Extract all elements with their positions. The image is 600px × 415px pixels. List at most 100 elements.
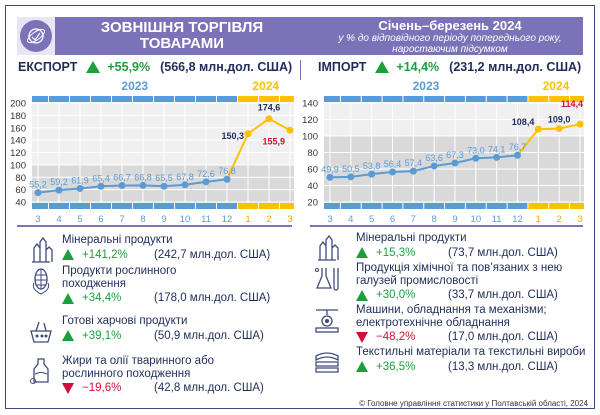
divider: [17, 225, 292, 227]
oil-bottle-icon: [28, 357, 54, 385]
data-label: 150,3: [221, 131, 244, 141]
data-label: 72,6: [197, 169, 215, 179]
x-tick-label: 3: [327, 214, 332, 225]
year-label: 2024: [543, 80, 570, 93]
x-tick-label: 12: [512, 214, 523, 225]
textile-icon: [314, 348, 340, 376]
period-block: Січень–березень 2024 у % до відповідного…: [317, 19, 583, 56]
subtitle: наростаючим підсумком: [392, 44, 508, 55]
data-point: [472, 154, 480, 162]
infographic-frame: [5, 5, 595, 409]
year-band-2024: [237, 96, 294, 102]
data-point: [514, 151, 521, 159]
data-label: 56,4: [384, 159, 402, 169]
import-label: ІМПОРТ: [318, 60, 367, 74]
data-label: 73,0: [467, 145, 485, 155]
series-line-2023: [329, 154, 518, 179]
y-tick-label: 80: [307, 148, 318, 159]
page-title: ЗОВНІШНЯ ТОРГІВЛЯ ТОВАРАМИ: [77, 20, 287, 52]
export-label: ЕКСПОРТ: [18, 60, 78, 74]
x-tick-label: 3: [35, 214, 40, 225]
item-name: Готові харчові продукти: [62, 315, 188, 327]
data-label: 65,4: [92, 173, 110, 183]
data-point: [534, 125, 542, 133]
data-point: [55, 186, 63, 194]
data-point: [265, 115, 273, 123]
x-tick-label: 8: [432, 214, 437, 225]
down-triangle-icon: [62, 382, 74, 394]
y-tick-label: 100: [10, 160, 26, 171]
up-triangle-icon: [375, 61, 390, 73]
divider: [310, 225, 583, 227]
x-tick-label: 4: [56, 214, 61, 225]
series-line-2023: [37, 178, 228, 194]
item-amount: (33,7 млн.дол. США): [448, 289, 558, 301]
crystals-icon: [28, 236, 54, 264]
x-tick-label: 2: [557, 214, 562, 225]
x-tick-label: 3: [287, 214, 292, 225]
trade-item: Мінеральні продукти +141,2% (242,7 млн.дол…: [62, 234, 270, 261]
up-triangle-icon: [62, 249, 74, 261]
export-summary: ЕКСПОРТ +55,9% (566,8 млн.дол. США): [18, 60, 292, 74]
chemistry-flask-icon: [314, 264, 340, 292]
x-tick-label: 3: [577, 214, 582, 225]
series-line-2024: [516, 123, 581, 156]
y-tick-label: 200: [10, 99, 26, 110]
data-point: [76, 184, 84, 192]
trade-item: Продукти рослинного походження +34,4% (178…: [62, 265, 270, 305]
series-line-2024: [226, 117, 291, 180]
trade-item: Готові харчові продукти +39,1% (50,9 млн.д…: [62, 315, 264, 342]
data-label: 76,8: [218, 166, 236, 176]
item-name: Текстильні матеріали та текстильні вироб…: [356, 346, 586, 358]
y-tick-label: 120: [10, 148, 26, 159]
year-band-2024: [527, 203, 584, 209]
year-label: 2023: [121, 80, 148, 93]
x-tick-label: 8: [140, 214, 145, 225]
data-point: [286, 126, 294, 134]
data-point: [576, 120, 584, 128]
footer-copyright: © Головне управління статистики у Полтав…: [359, 399, 588, 408]
x-tick-label: 6: [390, 214, 395, 225]
year-band-2023: [324, 203, 528, 209]
import-change: +14,4%: [396, 60, 440, 74]
year-band-2024: [237, 203, 294, 209]
data-label: 55,2: [29, 180, 47, 190]
item-amount: (178,0 млн.дол. США): [154, 292, 271, 304]
data-point: [347, 173, 355, 181]
y-tick-label: 140: [302, 99, 318, 110]
data-point: [97, 182, 105, 190]
item-amount: (50,9 млн.дол. США): [154, 329, 264, 342]
up-triangle-icon: [86, 61, 101, 73]
x-tick-label: 9: [452, 214, 457, 225]
x-tick-label: 10: [180, 214, 191, 225]
item-name: Мінеральні продукти: [356, 232, 467, 244]
data-label: 67,8: [176, 172, 194, 182]
data-point: [34, 189, 42, 197]
item-name: Продукти рослинного походження: [62, 265, 177, 290]
crystals-icon: [314, 234, 340, 262]
y-tick-label: 80: [15, 173, 26, 184]
data-point: [389, 168, 396, 176]
item-amount: (242,7 млн.дол. США): [154, 248, 271, 261]
data-point: [223, 175, 231, 183]
item-name: Машини, обладнання та механізми; електро…: [356, 304, 547, 329]
year-band-2023: [324, 96, 528, 102]
item-amount: (13,3 млн.дол. США): [448, 360, 558, 373]
item-change: +36,5%: [376, 360, 416, 373]
item-change: −19,6%: [82, 382, 122, 394]
x-tick-label: 2: [266, 214, 271, 225]
data-label: 74,1: [488, 144, 506, 154]
x-tick-label: 1: [536, 214, 541, 225]
down-triangle-icon: [356, 331, 368, 343]
item-name: Продукція хімічної та пов’язаних з нею г…: [356, 262, 563, 287]
data-point: [181, 181, 189, 189]
data-label: 61,9: [71, 175, 89, 185]
up-triangle-icon: [356, 289, 368, 301]
year-label: 2024: [252, 80, 279, 93]
corn-icon: [28, 267, 54, 295]
trade-item: Жири та олії тваринного або рослинного п…: [62, 355, 264, 395]
trade-item: Мінеральні продукти +15,3% (73,7 млн.дол. …: [356, 232, 558, 259]
y-tick-label: 60: [15, 185, 26, 196]
data-point: [160, 182, 168, 190]
